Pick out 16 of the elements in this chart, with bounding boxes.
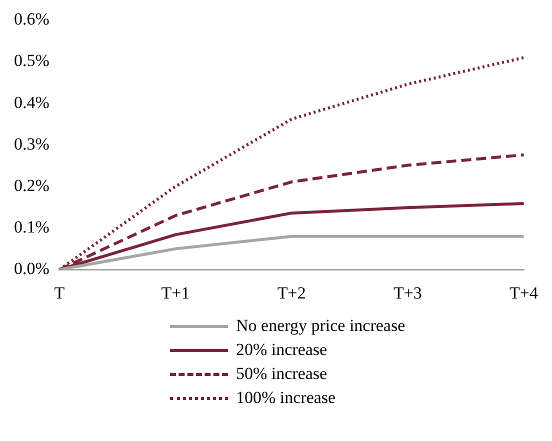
legend-label: 20% increase	[236, 340, 328, 360]
y-tick-label: 0.5%	[14, 51, 50, 70]
y-tick-label: 0.3%	[14, 134, 50, 154]
y-tick-label: 0.6%	[14, 10, 50, 29]
x-tick-label: T+1	[161, 283, 190, 302]
legend-label: 50% increase	[236, 364, 328, 384]
x-tick-label: T+3	[393, 283, 422, 302]
x-tick-label: T+2	[277, 283, 306, 302]
legend-label: No energy price increase	[236, 316, 406, 336]
y-tick-label: 0.4%	[14, 92, 50, 112]
x-tick-label: T	[54, 283, 66, 302]
y-tick-label: 0.1%	[14, 218, 50, 236]
y-tick-label: 0.0%	[14, 259, 50, 278]
x-tick-label: T+4	[510, 283, 538, 302]
y-tick-label: 0.2%	[14, 176, 50, 195]
legend-label: 100% increase	[236, 388, 336, 408]
